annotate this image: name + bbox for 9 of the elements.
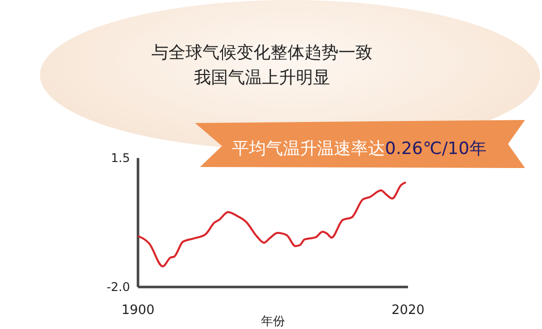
line-series	[137, 181, 407, 268]
annotation: 平均气温升温速率达0.26℃/10年	[232, 139, 486, 159]
x-tick-label: 1900	[121, 303, 155, 318]
x-tick-label: 2020	[391, 303, 425, 318]
chart-subtitle: 我国气温上升明显	[194, 68, 330, 88]
y-tick-label: 1.5	[110, 151, 130, 166]
chart-title: 与全球气候变化整体趋势一致	[152, 43, 372, 63]
x-axis-title: 年份	[261, 314, 285, 328]
y-tick-label: -2.0	[106, 280, 130, 294]
